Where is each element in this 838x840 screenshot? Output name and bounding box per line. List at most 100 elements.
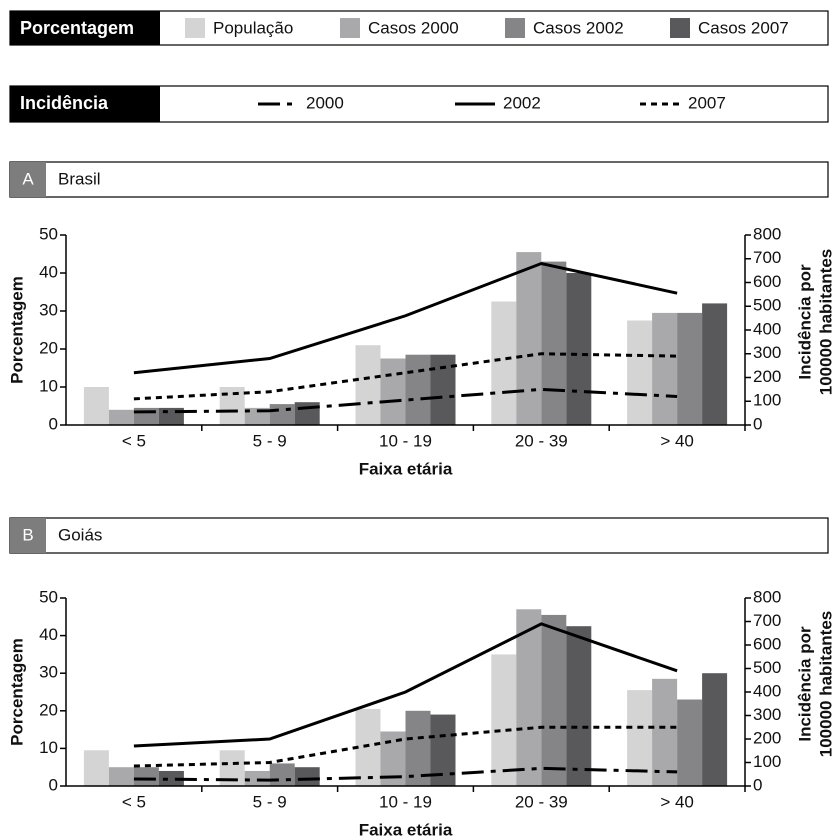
- legend-title: Incidência: [20, 93, 109, 113]
- legend-label: Casos 2000: [368, 18, 459, 37]
- y-tick-label: 50: [39, 224, 58, 243]
- panel-letter: A: [22, 169, 34, 188]
- bar: [269, 763, 295, 786]
- y2-tick-label: 700: [753, 248, 781, 267]
- y2-tick-label: 700: [753, 611, 781, 630]
- bar: [677, 312, 703, 425]
- y-tick-label: 40: [39, 625, 58, 644]
- y2-tick-label: 600: [753, 634, 781, 653]
- panel-header: [9, 161, 829, 198]
- bar: [541, 261, 567, 425]
- bar: [355, 708, 381, 786]
- legend-label: População: [213, 18, 293, 37]
- legend-label: 2007: [688, 93, 726, 112]
- y-tick-label: 30: [39, 300, 58, 319]
- y2-tick-label: 300: [753, 705, 781, 724]
- bar: [491, 654, 517, 786]
- bar: [108, 767, 134, 786]
- y2-axis-title: Incidência por: [795, 264, 814, 380]
- bar: [541, 614, 567, 786]
- y-tick-label: 40: [39, 262, 58, 281]
- x-tick-label: < 5: [122, 431, 146, 450]
- y2-tick-label: 0: [753, 775, 762, 794]
- y2-tick-label: 400: [753, 681, 781, 700]
- x-axis-title: Faixa etária: [359, 459, 453, 478]
- legend-swatch: [185, 18, 205, 38]
- y2-tick-label: 200: [753, 728, 781, 747]
- x-tick-label: 5 - 9: [253, 792, 287, 811]
- legend-label: 2002: [503, 93, 541, 112]
- y-tick-label: 20: [39, 700, 58, 719]
- panel-title: Goiás: [58, 525, 102, 544]
- legend-title-box: [10, 11, 160, 45]
- bar: [566, 626, 592, 786]
- bar: [652, 312, 678, 425]
- y-axis-title: Porcentagem: [7, 276, 26, 384]
- bar: [83, 387, 109, 425]
- bar: [83, 750, 109, 786]
- panel-header: [9, 517, 829, 554]
- legend-label: 2000: [306, 93, 344, 112]
- bar: [702, 303, 728, 425]
- panel-letter-box: [10, 162, 46, 197]
- bar: [158, 770, 184, 786]
- legend-title: Porcentagem: [20, 18, 134, 38]
- bar: [108, 409, 134, 425]
- y2-tick-label: 500: [753, 296, 781, 315]
- y-tick-label: 0: [49, 414, 58, 433]
- bar: [702, 673, 728, 786]
- legend-label: Casos 2002: [533, 18, 624, 37]
- panel-title: Brasil: [58, 169, 101, 188]
- y2-tick-label: 800: [753, 587, 781, 606]
- x-tick-label: < 5: [122, 792, 146, 811]
- bar: [355, 345, 381, 425]
- panel-letter: B: [22, 525, 33, 544]
- legend-title-box: [10, 86, 160, 122]
- y-tick-label: 50: [39, 587, 58, 606]
- incidence-line: [133, 387, 678, 414]
- x-tick-label: 20 - 39: [515, 792, 568, 811]
- y-tick-label: 10: [39, 376, 58, 395]
- bar: [244, 770, 270, 786]
- x-axis-title: Faixa etária: [359, 820, 453, 839]
- bar: [652, 678, 678, 786]
- x-tick-label: > 40: [660, 792, 694, 811]
- y2-tick-label: 0: [753, 414, 762, 433]
- legend-swatch: [670, 18, 690, 38]
- y-tick-label: 30: [39, 663, 58, 682]
- bar: [133, 767, 159, 786]
- incidence-line: [133, 725, 678, 768]
- y2-axis-title: 100000 habitantes: [816, 249, 835, 395]
- y2-tick-label: 300: [753, 343, 781, 362]
- y2-tick-label: 100: [753, 752, 781, 771]
- bar: [516, 252, 542, 425]
- bar: [566, 273, 592, 425]
- x-tick-label: 20 - 39: [515, 431, 568, 450]
- y-axis-title: Porcentagem: [7, 638, 26, 746]
- y2-axis-title: 100000 habitantes: [816, 611, 835, 757]
- bar: [491, 301, 517, 425]
- bar: [405, 354, 431, 425]
- y-tick-label: 20: [39, 338, 58, 357]
- incidence-line: [133, 622, 678, 748]
- y-tick-label: 0: [49, 775, 58, 794]
- y2-tick-label: 100: [753, 391, 781, 410]
- y2-tick-label: 800: [753, 224, 781, 243]
- y2-axis-title: Incidência por: [795, 626, 814, 742]
- bar: [405, 710, 431, 786]
- bar: [627, 320, 653, 425]
- panel-letter-box: [10, 518, 46, 553]
- legend-label: Casos 2007: [698, 18, 789, 37]
- x-tick-label: 10 - 19: [379, 431, 432, 450]
- y2-tick-label: 500: [753, 658, 781, 677]
- y2-tick-label: 400: [753, 319, 781, 338]
- bar: [516, 609, 542, 786]
- incidence-line: [133, 261, 678, 375]
- x-tick-label: > 40: [660, 431, 694, 450]
- y2-tick-label: 600: [753, 272, 781, 291]
- bar: [294, 767, 320, 786]
- y2-tick-label: 200: [753, 367, 781, 386]
- y-tick-label: 10: [39, 738, 58, 757]
